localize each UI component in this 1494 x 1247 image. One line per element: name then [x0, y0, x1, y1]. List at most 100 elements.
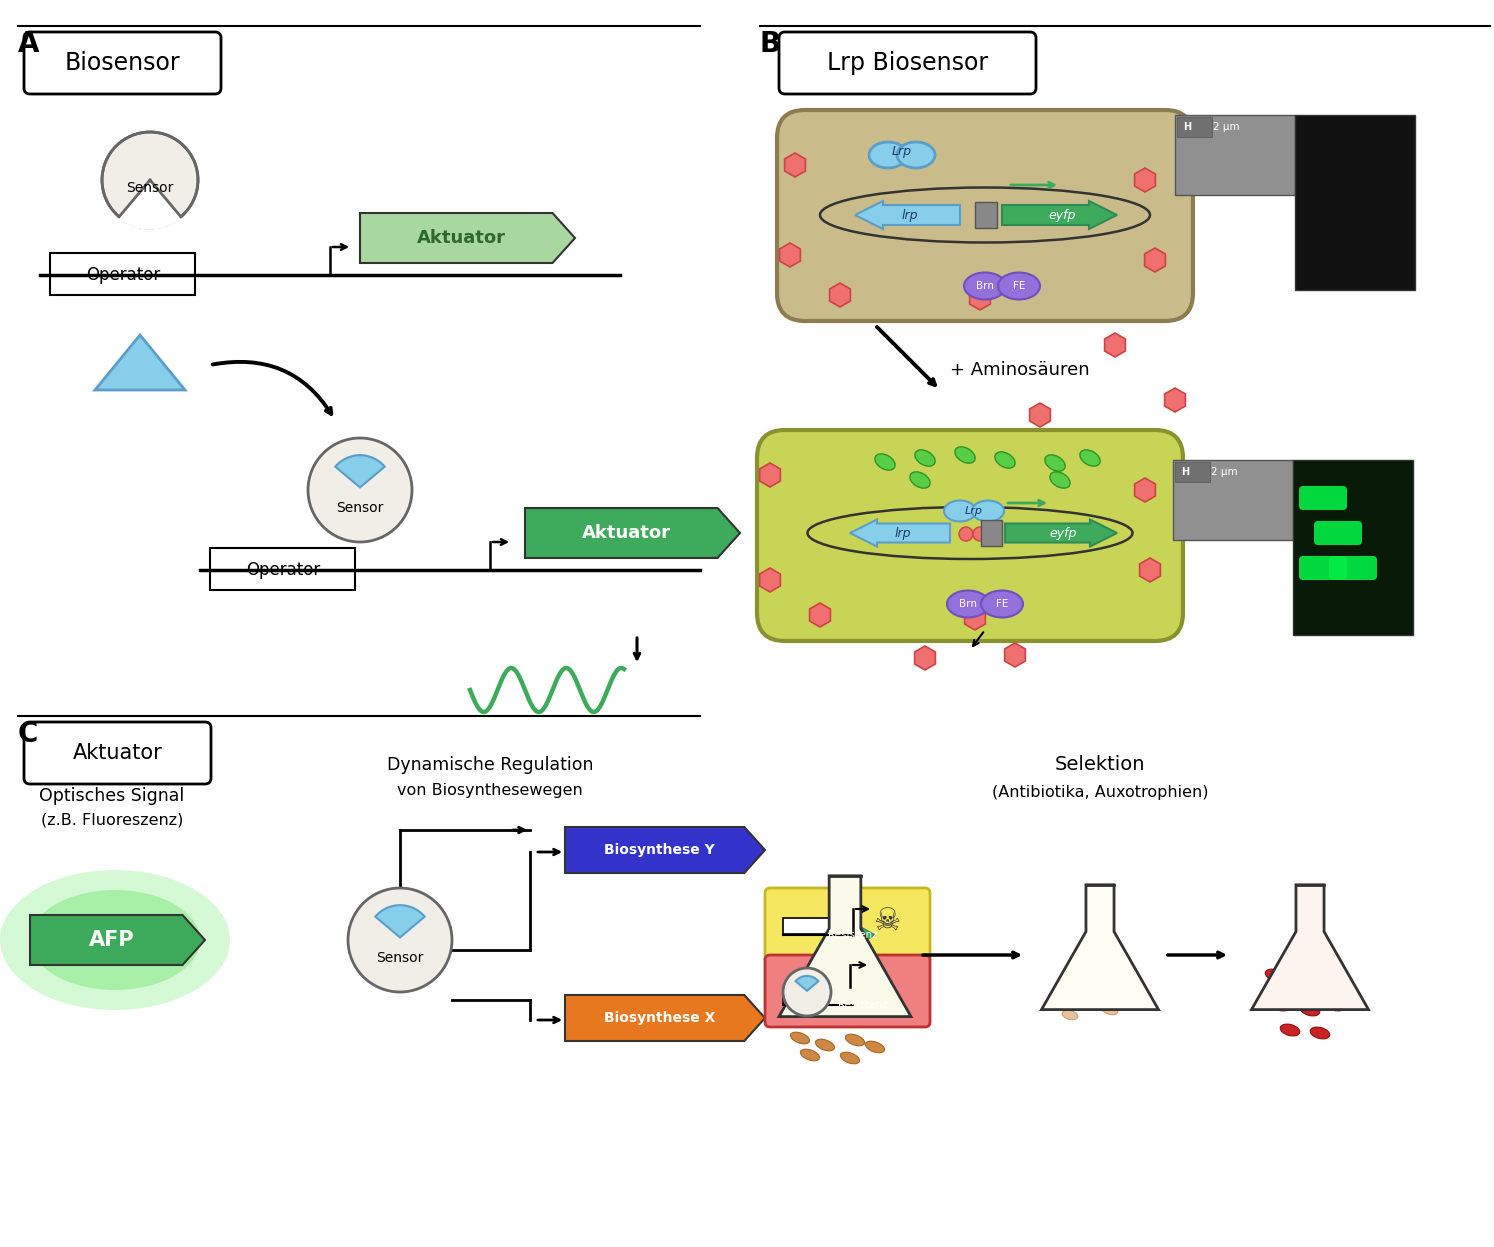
Text: Biosynthese Y: Biosynthese Y — [605, 843, 716, 857]
Wedge shape — [118, 180, 181, 229]
Ellipse shape — [1080, 450, 1100, 466]
Bar — [783, 918, 834, 934]
Ellipse shape — [30, 890, 200, 990]
Ellipse shape — [944, 500, 976, 521]
FancyArrow shape — [835, 927, 875, 944]
FancyBboxPatch shape — [1330, 556, 1377, 580]
FancyBboxPatch shape — [1315, 521, 1363, 545]
Ellipse shape — [955, 446, 976, 463]
FancyArrow shape — [855, 201, 961, 229]
Polygon shape — [565, 995, 765, 1041]
Bar — [1177, 117, 1212, 137]
Circle shape — [783, 968, 831, 1016]
Circle shape — [348, 888, 453, 993]
Bar — [1292, 460, 1413, 635]
Text: Resistenz: Resistenz — [838, 1000, 887, 1010]
Ellipse shape — [1280, 1024, 1300, 1036]
Text: Selektion: Selektion — [1055, 756, 1146, 774]
Bar — [982, 520, 1002, 546]
Text: Aktuator: Aktuator — [583, 524, 671, 542]
Ellipse shape — [973, 500, 1004, 521]
Text: Optisches Signal: Optisches Signal — [39, 787, 185, 806]
Text: von Biosynthesewegen: von Biosynthesewegen — [397, 783, 583, 798]
Text: Lrp: Lrp — [892, 146, 911, 158]
Ellipse shape — [1325, 999, 1345, 1011]
Ellipse shape — [875, 454, 895, 470]
FancyBboxPatch shape — [24, 32, 221, 94]
Ellipse shape — [841, 1052, 859, 1064]
FancyBboxPatch shape — [777, 110, 1194, 320]
Ellipse shape — [870, 142, 907, 168]
Circle shape — [102, 132, 199, 228]
FancyArrow shape — [835, 996, 890, 1014]
FancyArrow shape — [850, 520, 950, 546]
FancyBboxPatch shape — [765, 888, 929, 963]
Text: ☠: ☠ — [874, 908, 901, 936]
Bar — [1174, 115, 1295, 195]
FancyArrow shape — [1005, 520, 1118, 546]
Text: 2 µm: 2 µm — [1212, 466, 1237, 478]
Ellipse shape — [914, 450, 935, 466]
Text: (z.B. Fluoreszenz): (z.B. Fluoreszenz) — [40, 813, 184, 828]
Bar — [783, 990, 834, 1004]
Ellipse shape — [1073, 995, 1088, 1005]
Ellipse shape — [896, 142, 935, 168]
Ellipse shape — [1291, 979, 1310, 991]
Bar — [1174, 461, 1210, 483]
Ellipse shape — [1265, 969, 1285, 981]
Ellipse shape — [910, 471, 931, 488]
Bar — [49, 253, 196, 296]
Text: Biosynthese X: Biosynthese X — [604, 1011, 716, 1025]
Circle shape — [308, 438, 412, 542]
Circle shape — [973, 527, 988, 541]
Polygon shape — [360, 213, 575, 263]
Ellipse shape — [1044, 455, 1065, 471]
Wedge shape — [375, 905, 424, 938]
Text: lrp: lrp — [895, 527, 911, 540]
Text: Brn: Brn — [976, 281, 994, 291]
Ellipse shape — [1062, 1010, 1077, 1020]
Text: Sensor: Sensor — [127, 181, 173, 195]
Text: A: A — [18, 30, 39, 59]
Polygon shape — [1041, 885, 1158, 1010]
FancyBboxPatch shape — [765, 955, 929, 1028]
Text: (Antibiotika, Auxotrophien): (Antibiotika, Auxotrophien) — [992, 786, 1209, 801]
FancyArrow shape — [1002, 201, 1118, 229]
Polygon shape — [565, 827, 765, 873]
Polygon shape — [1252, 885, 1369, 1010]
Text: Brn: Brn — [959, 599, 977, 609]
Polygon shape — [96, 335, 185, 390]
Text: Aktuator: Aktuator — [417, 229, 506, 247]
Text: Biosensor: Biosensor — [64, 51, 181, 75]
Ellipse shape — [0, 870, 230, 1010]
Text: Lrp: Lrp — [965, 506, 983, 516]
Bar — [1173, 460, 1292, 540]
Ellipse shape — [1270, 999, 1289, 1011]
Ellipse shape — [964, 273, 1005, 299]
Ellipse shape — [947, 591, 989, 617]
Bar — [211, 547, 356, 590]
FancyBboxPatch shape — [24, 722, 211, 784]
Text: H: H — [1180, 466, 1189, 478]
Ellipse shape — [790, 1033, 810, 1044]
Ellipse shape — [816, 1039, 835, 1051]
Text: FE: FE — [996, 599, 1008, 609]
Text: FE: FE — [1013, 281, 1025, 291]
Text: 2 µm: 2 µm — [1213, 122, 1240, 132]
Ellipse shape — [801, 1049, 820, 1061]
Ellipse shape — [1103, 1005, 1118, 1015]
Ellipse shape — [998, 273, 1040, 299]
Ellipse shape — [995, 451, 1014, 468]
Ellipse shape — [865, 1041, 884, 1052]
Text: Operator: Operator — [247, 561, 320, 579]
Ellipse shape — [1310, 1028, 1330, 1039]
Text: H: H — [1183, 122, 1191, 132]
Text: Resistenz: Resistenz — [828, 930, 878, 940]
Bar — [1295, 115, 1415, 291]
Wedge shape — [796, 976, 819, 991]
Polygon shape — [778, 875, 911, 1016]
Polygon shape — [30, 915, 205, 965]
Polygon shape — [524, 508, 740, 557]
Text: Sensor: Sensor — [376, 951, 424, 965]
Ellipse shape — [1300, 1004, 1319, 1016]
